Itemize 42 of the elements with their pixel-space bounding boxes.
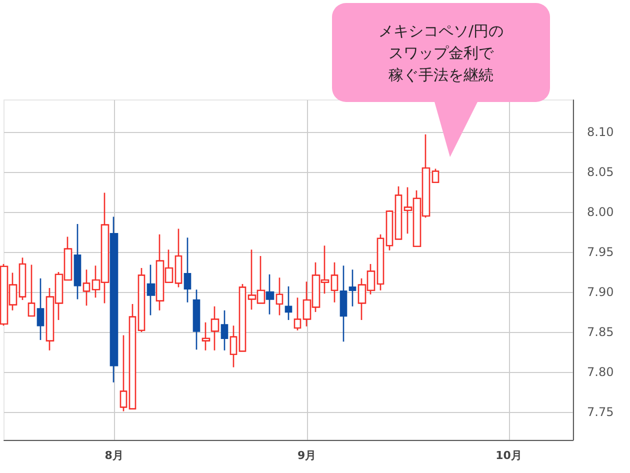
x-tick-label: 9月 [298,449,316,462]
candlestick [210,306,220,352]
candlestick [28,264,36,317]
candlestick [348,268,356,308]
candlestick [330,262,338,304]
candlestick [138,267,146,333]
candlestick [238,283,246,352]
y-tick-label: 7.80 [587,365,614,379]
x-tick-label: 10月 [496,449,522,462]
candlestick [276,276,284,316]
candlestick [36,278,44,341]
text: メキシコペソ/円の [378,20,504,42]
candlestick [266,274,274,316]
candlestick [82,268,90,306]
candlestick [230,324,238,368]
x-tick-label: 8月 [104,449,124,462]
candlestick [74,223,82,300]
candlestick [432,168,440,184]
y-tick-label: 8.10 [587,125,614,139]
candlestick [174,228,182,288]
candlestick [202,322,210,352]
y-tick-label: 7.85 [587,325,614,339]
y-tick-label: 8.05 [587,165,614,179]
text: スワップ金利で [388,42,494,64]
candlestick [394,186,402,240]
y-tick-label: 7.95 [587,245,614,259]
candlestick [146,264,156,316]
candlestick [128,303,136,410]
candlestick [184,236,192,304]
candlestick [386,210,394,252]
candlestick [192,288,200,350]
text: 稼ぐ手法を継続 [388,64,494,86]
candlestick [220,310,228,352]
candlestick [18,256,26,301]
y-tick-label: 7.90 [587,285,614,299]
y-tick-label: 8.00 [587,205,614,219]
y-tick-label: 7.75 [587,405,614,419]
candlestick [284,286,292,321]
candlestick [376,234,384,292]
candlestick [120,334,128,412]
candlestick [340,264,348,342]
candlestick [294,296,302,332]
